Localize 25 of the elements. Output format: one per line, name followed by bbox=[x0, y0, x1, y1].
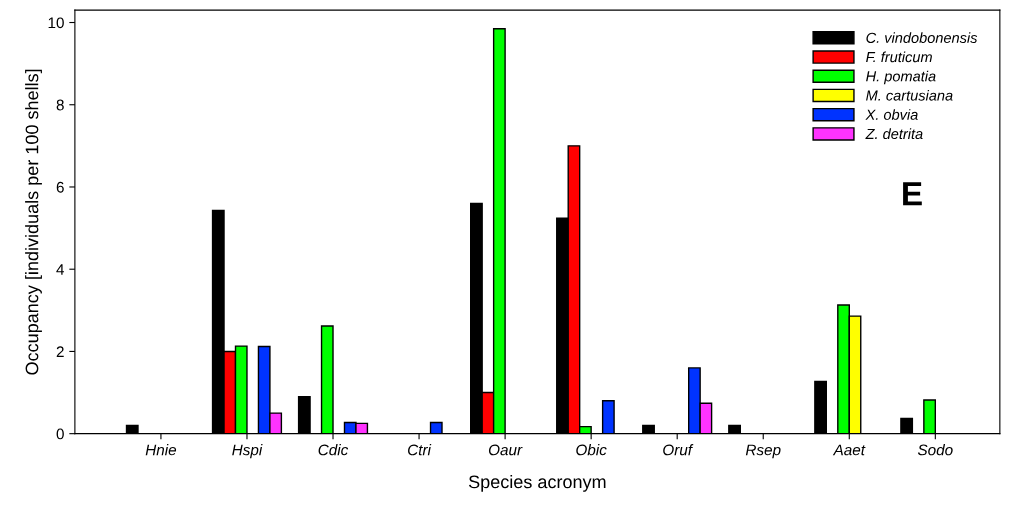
y-tick-label: 10 bbox=[48, 17, 64, 29]
x-tick-label: Oaur bbox=[488, 444, 523, 456]
legend-label: C. vindobonensis bbox=[866, 32, 978, 44]
x-axis-title: Species acronym bbox=[468, 474, 606, 492]
annotation: E bbox=[903, 182, 922, 206]
y-axis-title: Occupancy [individuals per 100 shells] bbox=[25, 69, 42, 375]
x-tick-label: Aaet bbox=[832, 444, 866, 456]
y-tick-label: 6 bbox=[56, 181, 64, 193]
y-tick-label: 2 bbox=[56, 346, 64, 357]
y-tick-label: 8 bbox=[56, 99, 64, 111]
x-tick-label: Obic bbox=[576, 444, 607, 456]
y-tick-label: 0 bbox=[56, 428, 64, 440]
legend-label: F. fruticum bbox=[866, 51, 932, 63]
x-tick-label: Rsep bbox=[745, 444, 781, 459]
x-tick-label: Hspi bbox=[232, 444, 263, 459]
x-tick-label: Oruf bbox=[663, 444, 694, 456]
legend-label: X. obvia bbox=[865, 109, 918, 120]
x-tick-label: Hnie bbox=[145, 444, 177, 456]
legend-label: H. pomatia bbox=[866, 70, 936, 85]
legend-label: M. cartusiana bbox=[866, 89, 953, 101]
y-tick-label: 4 bbox=[56, 264, 65, 275]
x-tick-label: Cdic bbox=[318, 444, 349, 456]
x-tick-label: Ctri bbox=[408, 444, 432, 456]
x-tick-label: Sodo bbox=[917, 444, 953, 456]
legend-label: Z. detrita bbox=[865, 128, 923, 140]
